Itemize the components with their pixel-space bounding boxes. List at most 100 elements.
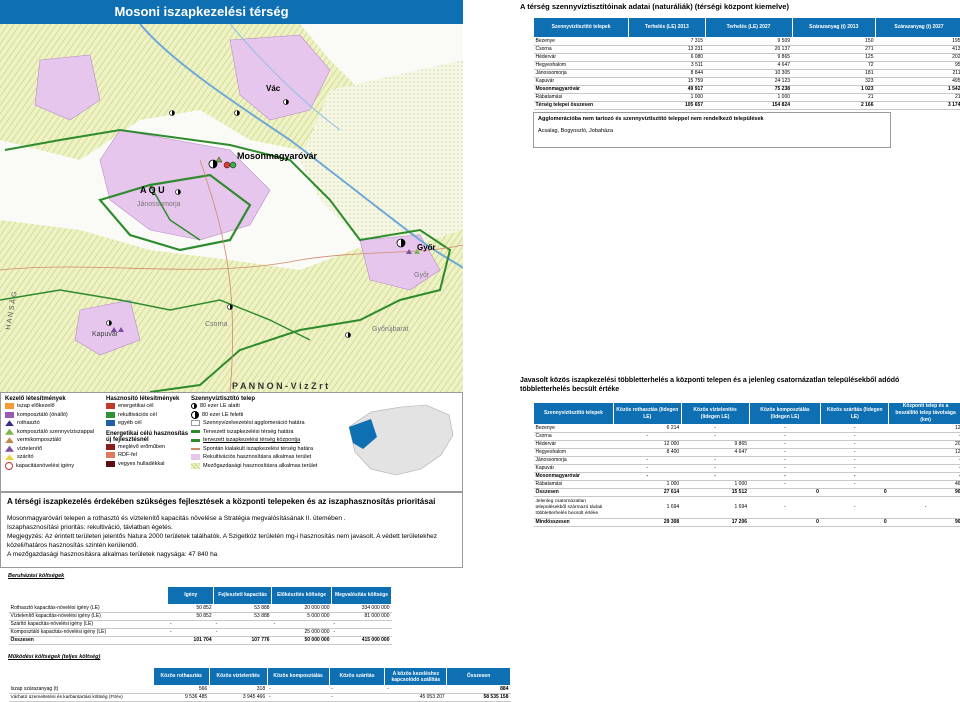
- table-cell: 195: [875, 37, 960, 46]
- place-janossomorja: Jánossomorja: [137, 201, 181, 208]
- legend-item: rothasztó: [5, 419, 100, 428]
- table-row: Csorna 13 231 20 137 271 413: [533, 45, 960, 54]
- table-cell: 181: [792, 69, 876, 78]
- table-cell: Víztelenítő kapacitás-növelési igény (LE…: [8, 612, 168, 621]
- table-cell: Hegyeshalom: [533, 61, 629, 70]
- table-cell: 150: [792, 37, 876, 46]
- agglomeration-box: Agglomerációba nem tartozó és szennyvízt…: [533, 112, 891, 148]
- table-cell: -: [681, 424, 750, 433]
- table-row-extra: Jelenleg csatornázatlan településekből s…: [533, 496, 960, 519]
- table-row: Hédervár 6 080 9 865 125 202: [533, 53, 960, 62]
- table-cell: 90: [888, 518, 960, 527]
- table-cell: 125: [792, 53, 876, 62]
- table-row-center: Mosonmagyaróvár-----: [533, 472, 960, 481]
- table-cell: 0: [820, 488, 889, 497]
- table-cell: 81 000 000: [331, 612, 392, 621]
- priorities-line: közeli/határos hasznosítás szintén kerül…: [7, 542, 139, 549]
- table-cell: Mindösszesen: [533, 518, 614, 527]
- t3-header: Fejlesztett kapacitás: [213, 586, 273, 605]
- table-cell: 95: [875, 61, 960, 70]
- legend-heading: Szennyvíztisztító telep: [191, 396, 256, 402]
- table-cell: -: [749, 440, 821, 449]
- table-cell: Hédervár: [533, 440, 614, 449]
- planned-center-icon: [191, 438, 200, 442]
- table-cell: 72: [792, 61, 876, 70]
- region-boundary: [4, 128, 452, 392]
- southern-boundary: [0, 289, 311, 341]
- investment-cost-table: Igény Fejlesztett kapacitás Előkészítés …: [7, 586, 392, 645]
- t2-header: Közös rothasztás (lidegen LE): [612, 402, 682, 425]
- table-cell: -: [749, 472, 821, 481]
- table-row-grand-total: Mindösszesen 29 308 17 206 0 0 90: [533, 518, 960, 527]
- table-cell: -: [167, 628, 214, 637]
- legend-item: Mezőgazdasági hasznosításra alkalmas ter…: [191, 462, 341, 471]
- t1-header: Szárazanyag (t) 2027: [875, 17, 960, 38]
- table-cell: 20 000 000: [271, 604, 332, 613]
- t4-header: Közös rothasztás: [152, 667, 210, 686]
- table-cell: -: [820, 424, 889, 433]
- rdf-icon: [106, 452, 115, 459]
- road: [199, 159, 234, 392]
- table-cell: 10 305: [705, 69, 793, 78]
- legend-col-treatment: Kezelő létesítmények iszap előkezelő kom…: [5, 396, 100, 470]
- energy-icon: [106, 403, 115, 410]
- table-cell: -: [331, 628, 392, 637]
- map-legend: Kezelő létesítmények iszap előkezelő kom…: [0, 392, 463, 492]
- table-cell: -: [749, 432, 821, 441]
- table-cell: -: [820, 496, 889, 519]
- place-aq: A Q U: [140, 185, 165, 195]
- table-cell: 566: [153, 685, 210, 694]
- table-cell: 154 824: [705, 101, 793, 110]
- table-cell: 6 080: [628, 53, 706, 62]
- table-cell: 49 917: [628, 85, 706, 94]
- priorities-heading: A térségi iszapkezelés érdekében szükség…: [7, 497, 436, 506]
- legend-item: meglévő erőműben: [106, 443, 196, 452]
- map-title: Mosoni iszapkezelési térség: [114, 4, 289, 19]
- table-row: Rábatamási 1 000 1 000 21 21: [533, 93, 960, 102]
- table-cell: 271: [792, 45, 876, 54]
- priorities-line: Iszaphasznosítási prioritás: rekultiváci…: [7, 524, 173, 531]
- power-plant-icon: [106, 443, 115, 450]
- table-cell: -: [820, 440, 889, 449]
- agri-area-icon: [191, 462, 200, 469]
- table-cell: Mosonmagyaróvár: [533, 85, 629, 94]
- legend-item: iszap előkezelő: [5, 402, 100, 411]
- table-row: Bezenye 6 214- - -12: [533, 424, 960, 433]
- table-cell: 323: [792, 77, 876, 86]
- pink-zone-west: [34, 54, 101, 121]
- pink-zone-north: [229, 34, 331, 121]
- table-cell: 1 000: [613, 480, 682, 489]
- place-mosonmagyarovar: Mosonmagyaróvár: [237, 151, 318, 161]
- river: [139, 23, 463, 269]
- legend-item: rekultivációs cél: [106, 411, 196, 420]
- table-cell: 211: [875, 69, 960, 78]
- priorities-line: Mosonmagyaróvári telepen a rothasztó és …: [7, 515, 346, 522]
- table-cell: Rábatamási: [533, 480, 614, 489]
- table-cell: 20 137: [705, 45, 793, 54]
- table-cell: 45 053 207: [384, 693, 447, 702]
- table-cell: 9 865: [681, 440, 750, 449]
- table-cell: 0: [820, 518, 889, 527]
- table-cell: -: [820, 480, 889, 489]
- table-cell: 1 000: [681, 480, 750, 489]
- inner-boundary: [149, 184, 201, 241]
- table-cell: -: [820, 448, 889, 457]
- table-cell: 202: [875, 53, 960, 62]
- table-row: Jánossomorja 8 844 10 305 181 211: [533, 69, 960, 78]
- table-cell: -: [888, 432, 960, 441]
- capacity-icon: [5, 461, 13, 470]
- t2-title: Javasolt közös iszapkezelési többletterh…: [520, 377, 900, 393]
- agri-area-east: [300, 60, 463, 250]
- table-cell: 24 123: [705, 77, 793, 86]
- table-row: Komposztáló kapacitás-növelési igény (LE…: [8, 628, 392, 637]
- table-row-center: Mosonmagyaróvár 49 917 75 238 1 023 1 542: [533, 85, 960, 94]
- table-cell: 6 214: [613, 424, 682, 433]
- table-cell: -: [267, 693, 330, 702]
- table-cell: 2 166: [792, 101, 876, 110]
- table-cell: 1 542: [875, 85, 960, 94]
- table-cell: 334 000 000: [331, 604, 392, 613]
- legend-item: energetikai cél: [106, 402, 196, 411]
- table-cell: 1 000: [705, 93, 793, 102]
- legend-item: 80 ezer LE alatti: [191, 402, 341, 411]
- legend-heading: Kezelő létesítmények: [5, 396, 66, 402]
